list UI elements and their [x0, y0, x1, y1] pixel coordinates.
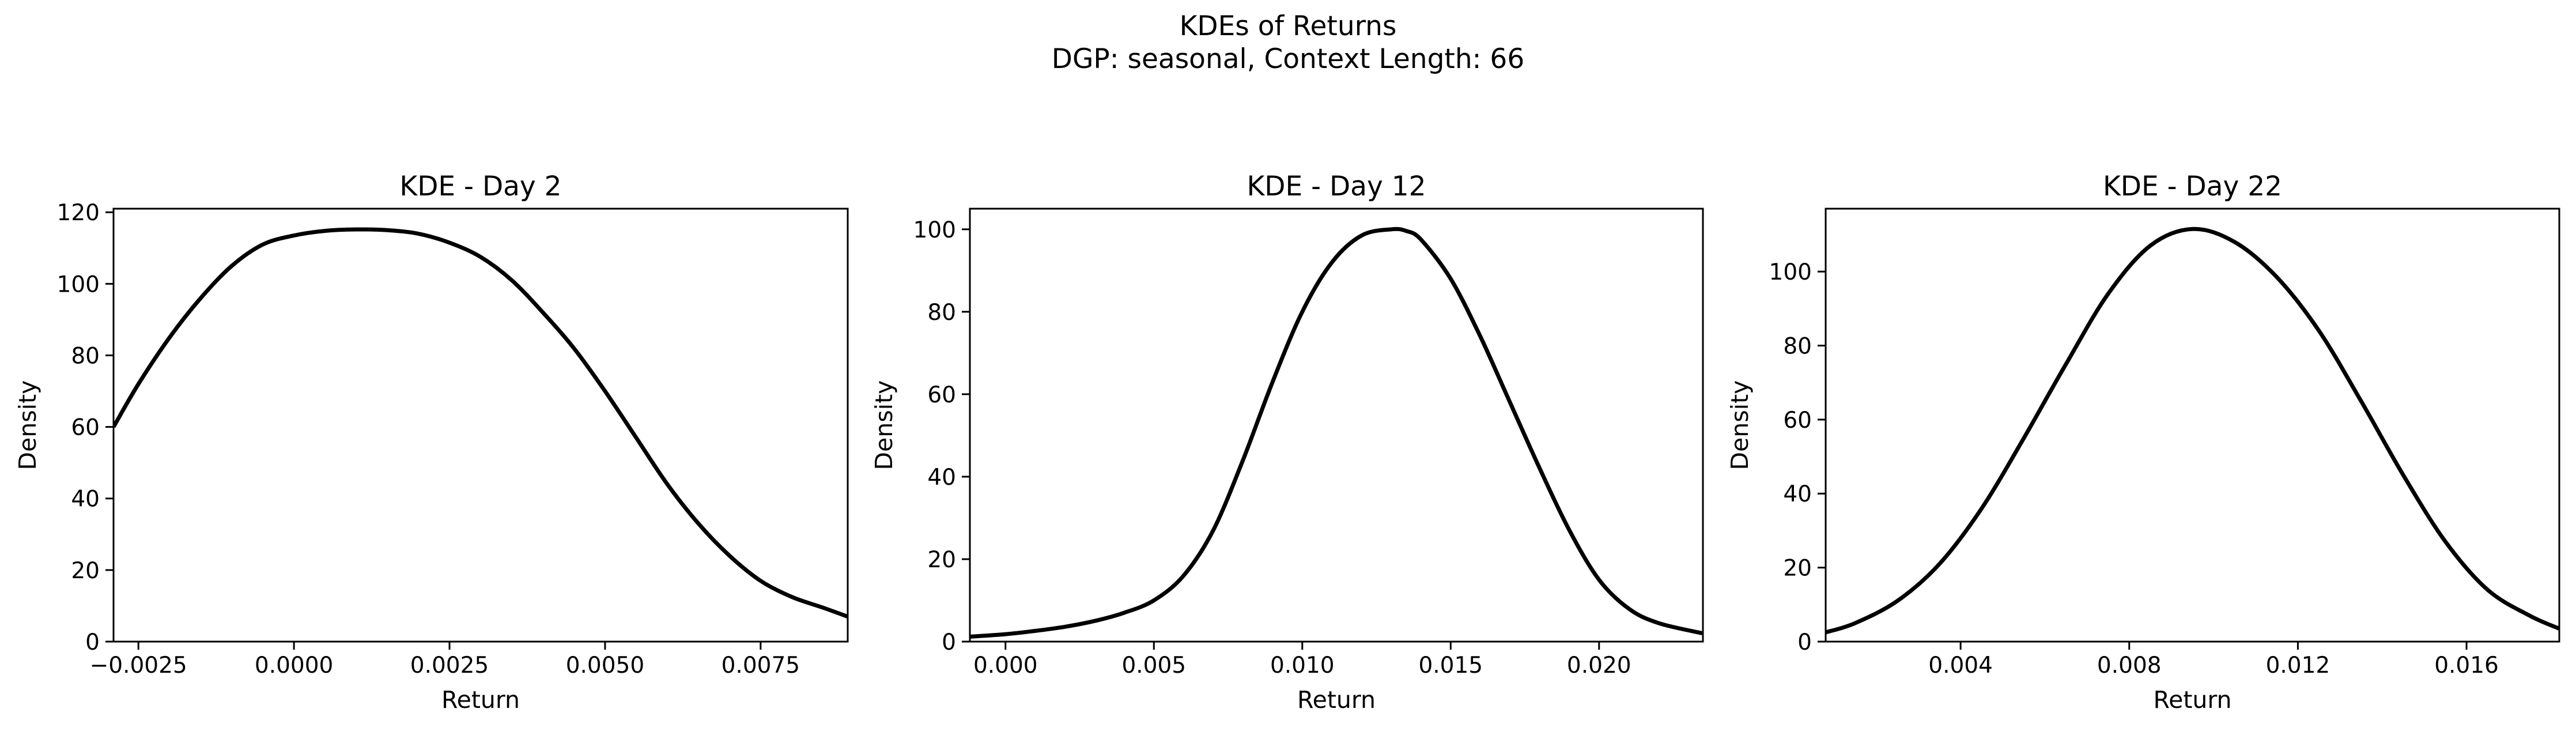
y-axis-label: Density	[14, 380, 41, 470]
x-tick-label: 0.015	[1418, 653, 1483, 679]
x-tick-label: 0.010	[1270, 653, 1335, 679]
x-tick-label: 0.0025	[410, 653, 489, 679]
subplot-3: KDE - Day 22 0.004 0.008 0.012 0.016 0 20 40 60 8…	[1726, 171, 2560, 714]
y-tick-label: 80	[1783, 333, 1812, 359]
axes-frame	[112, 208, 849, 643]
x-tick-label: −0.0025	[90, 653, 187, 679]
subplot-title: KDE - Day 22	[2103, 171, 2282, 202]
y-tick-label: 20	[1783, 556, 1812, 582]
y-tick-label: 40	[927, 465, 956, 491]
y-axis-label: Density	[870, 380, 898, 470]
kde-curve	[114, 227, 848, 619]
y-tick-label: 60	[927, 382, 956, 408]
subplot-title: KDE - Day 12	[1247, 171, 1426, 202]
y-tick-label: 100	[913, 217, 956, 243]
y-tick-label: 20	[927, 547, 956, 573]
y-tick-label: 60	[1783, 408, 1812, 434]
y-tick-label: 80	[71, 343, 100, 369]
x-tick-label: 0.000	[973, 653, 1038, 679]
subplot-2: KDE - Day 12 0.000 0.005 0.010 0.015 0.020 0 20…	[870, 171, 1704, 714]
kde-curve	[970, 227, 1703, 639]
x-tick-label: 0.020	[1567, 653, 1631, 679]
subplots: KDE - Day 2−0.0025 0.0000 0.0025 0.0050 0.00…	[14, 171, 2560, 714]
y-tick-label: 100	[57, 272, 100, 297]
y-tick-label: 120	[57, 200, 100, 226]
x-tick-label: 0.004	[1928, 653, 1993, 679]
y-tick-label: 40	[1783, 481, 1812, 507]
x-tick-label: 0.0075	[722, 653, 800, 679]
x-tick-label: 0.0000	[255, 653, 333, 679]
y-tick-label: 0	[85, 630, 100, 655]
x-tick-label: 0.005	[1121, 653, 1186, 679]
kde-curve	[1826, 227, 2559, 635]
x-tick-label: 0.008	[2097, 653, 2162, 679]
y-tick-label: 0	[942, 630, 956, 655]
subplot-title: KDE - Day 2	[399, 171, 561, 202]
y-tick-label: 40	[71, 487, 100, 512]
x-axis-label: Return	[441, 686, 520, 714]
y-tick-label: 80	[927, 300, 956, 326]
y-axis-label: Density	[1726, 380, 1754, 470]
y-tick-label: 100	[1769, 259, 1812, 285]
subplot-1: KDE - Day 2 −0.0025 0.0000 0.0025 0.0050 0.00…	[14, 171, 849, 714]
figure-suptitle-line2: DGP: seasonal, Context Length: 66	[1052, 43, 1524, 75]
axes-frame	[1825, 208, 2560, 643]
x-tick-label: 0.012	[2266, 653, 2331, 679]
y-tick-label: 0	[1797, 630, 1812, 655]
x-axis-label: Return	[2153, 686, 2231, 714]
y-tick-label: 60	[71, 415, 100, 441]
x-axis-label: Return	[1297, 686, 1376, 714]
x-tick-label: 0.016	[2434, 653, 2499, 679]
x-tick-label: 0.0050	[566, 653, 644, 679]
axes-frame	[969, 208, 1704, 643]
figure-suptitle-line1: KDEs of Returns	[1180, 10, 1397, 42]
y-tick-label: 20	[71, 558, 100, 584]
